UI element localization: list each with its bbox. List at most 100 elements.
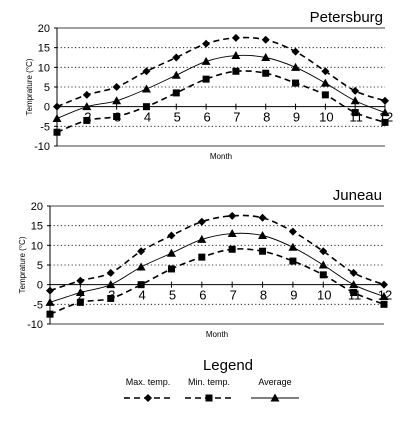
data-point-triangle (258, 231, 268, 239)
data-point-triangle (52, 113, 62, 122)
series-line (56, 54, 386, 119)
data-point-square (83, 116, 91, 124)
data-point-diamond (46, 286, 54, 295)
legend-marker-triangle (270, 393, 280, 402)
data-point-square (262, 69, 270, 77)
data-point-triangle (201, 56, 211, 65)
y-tick-label: 20 (31, 201, 43, 213)
data-point-square (321, 91, 329, 99)
x-tick-label: 7 (230, 288, 237, 303)
series-diamond (53, 33, 389, 111)
y-tick-label: 0 (37, 280, 43, 292)
x-axis-label: Month (210, 152, 232, 161)
data-point-triangle (197, 234, 207, 243)
series-triangle (52, 51, 390, 122)
y-tick-label: 5 (37, 260, 43, 272)
x-tick-label: 5 (169, 288, 176, 303)
data-point-triangle (288, 242, 298, 251)
data-point-square (172, 89, 180, 97)
chart-title: Petersburg (310, 9, 383, 26)
legend-label: Max. temp. (126, 377, 171, 387)
y-tick-label: -10 (34, 141, 50, 153)
chart-petersburg: -10-50510152023456789101112PetersburgMon… (25, 9, 393, 161)
data-point-square (142, 103, 150, 111)
x-tick-label: 9 (290, 288, 297, 303)
data-point-square (113, 113, 121, 120)
data-point-diamond (381, 96, 389, 105)
data-point-diamond (231, 33, 240, 42)
x-tick-label: 9 (293, 110, 300, 125)
data-point-triangle (291, 62, 301, 71)
data-point-triangle (106, 280, 116, 289)
legend-label: Min. temp. (188, 377, 230, 387)
data-point-square (351, 109, 359, 117)
y-tick-label: 10 (38, 62, 50, 74)
data-point-triangle (112, 96, 122, 105)
y-tick-label: -10 (27, 319, 43, 331)
data-point-diamond (288, 227, 297, 236)
data-point-square (137, 281, 145, 289)
data-point-diamond (76, 276, 85, 285)
series-square (46, 245, 388, 318)
y-axis-label: Temprature (°C) (18, 236, 27, 293)
data-point-diamond (319, 247, 328, 256)
series-triangle (45, 229, 389, 306)
data-point-square (289, 257, 297, 265)
data-point-triangle (379, 291, 389, 300)
data-point-diamond (112, 83, 121, 91)
data-point-square (76, 298, 84, 306)
data-point-square (319, 271, 327, 279)
series-line (56, 70, 386, 133)
data-point-square (53, 128, 61, 136)
data-point-square (228, 245, 236, 253)
data-point-diamond (291, 47, 300, 56)
chart-juneau: -10-50510152023456789101112JuneauMonthTe… (18, 187, 392, 339)
data-point-diamond (142, 67, 151, 76)
x-tick-label: 10 (319, 110, 333, 125)
data-point-diamond (53, 102, 61, 111)
y-tick-label: 15 (38, 43, 50, 55)
data-point-diamond (172, 53, 181, 62)
data-point-square (202, 75, 210, 83)
data-point-diamond (380, 280, 388, 289)
data-point-diamond (137, 247, 146, 256)
x-axis-label: Month (206, 330, 228, 339)
legend-title: Legend (203, 357, 253, 374)
legend-label: Average (258, 377, 291, 387)
x-tick-label: 6 (199, 288, 206, 303)
data-point-square (107, 294, 115, 302)
data-point-diamond (202, 39, 211, 48)
y-axis-label: Temprature (°C) (25, 58, 34, 115)
x-tick-label: 10 (317, 288, 331, 303)
data-point-diamond (167, 231, 176, 240)
data-point-triangle (82, 102, 92, 111)
data-point-triangle (318, 260, 328, 269)
data-point-square (167, 265, 175, 273)
data-point-triangle (320, 78, 330, 87)
x-tick-label: 8 (260, 288, 267, 303)
x-tick-label: 5 (174, 110, 181, 125)
data-point-diamond (197, 217, 206, 226)
y-tick-label: 10 (31, 240, 43, 252)
data-point-diamond (261, 35, 270, 44)
data-point-triangle (349, 280, 359, 289)
data-point-diamond (351, 86, 360, 95)
data-point-triangle (171, 70, 181, 79)
data-point-diamond (228, 211, 237, 220)
y-tick-label: -5 (40, 121, 50, 133)
legend-marker-diamond (144, 394, 152, 402)
data-point-triangle (75, 288, 85, 297)
data-point-triangle (227, 229, 237, 238)
data-point-triangle (350, 96, 360, 105)
y-tick-label: 0 (44, 102, 50, 114)
legend-marker-square (205, 394, 213, 402)
series-square (53, 67, 389, 136)
data-point-diamond (349, 268, 358, 277)
data-point-diamond (106, 268, 115, 277)
x-tick-label: 7 (233, 110, 240, 125)
data-point-triangle (136, 262, 146, 271)
data-point-square (292, 79, 300, 87)
data-point-square (198, 253, 206, 261)
data-point-square (381, 118, 389, 126)
